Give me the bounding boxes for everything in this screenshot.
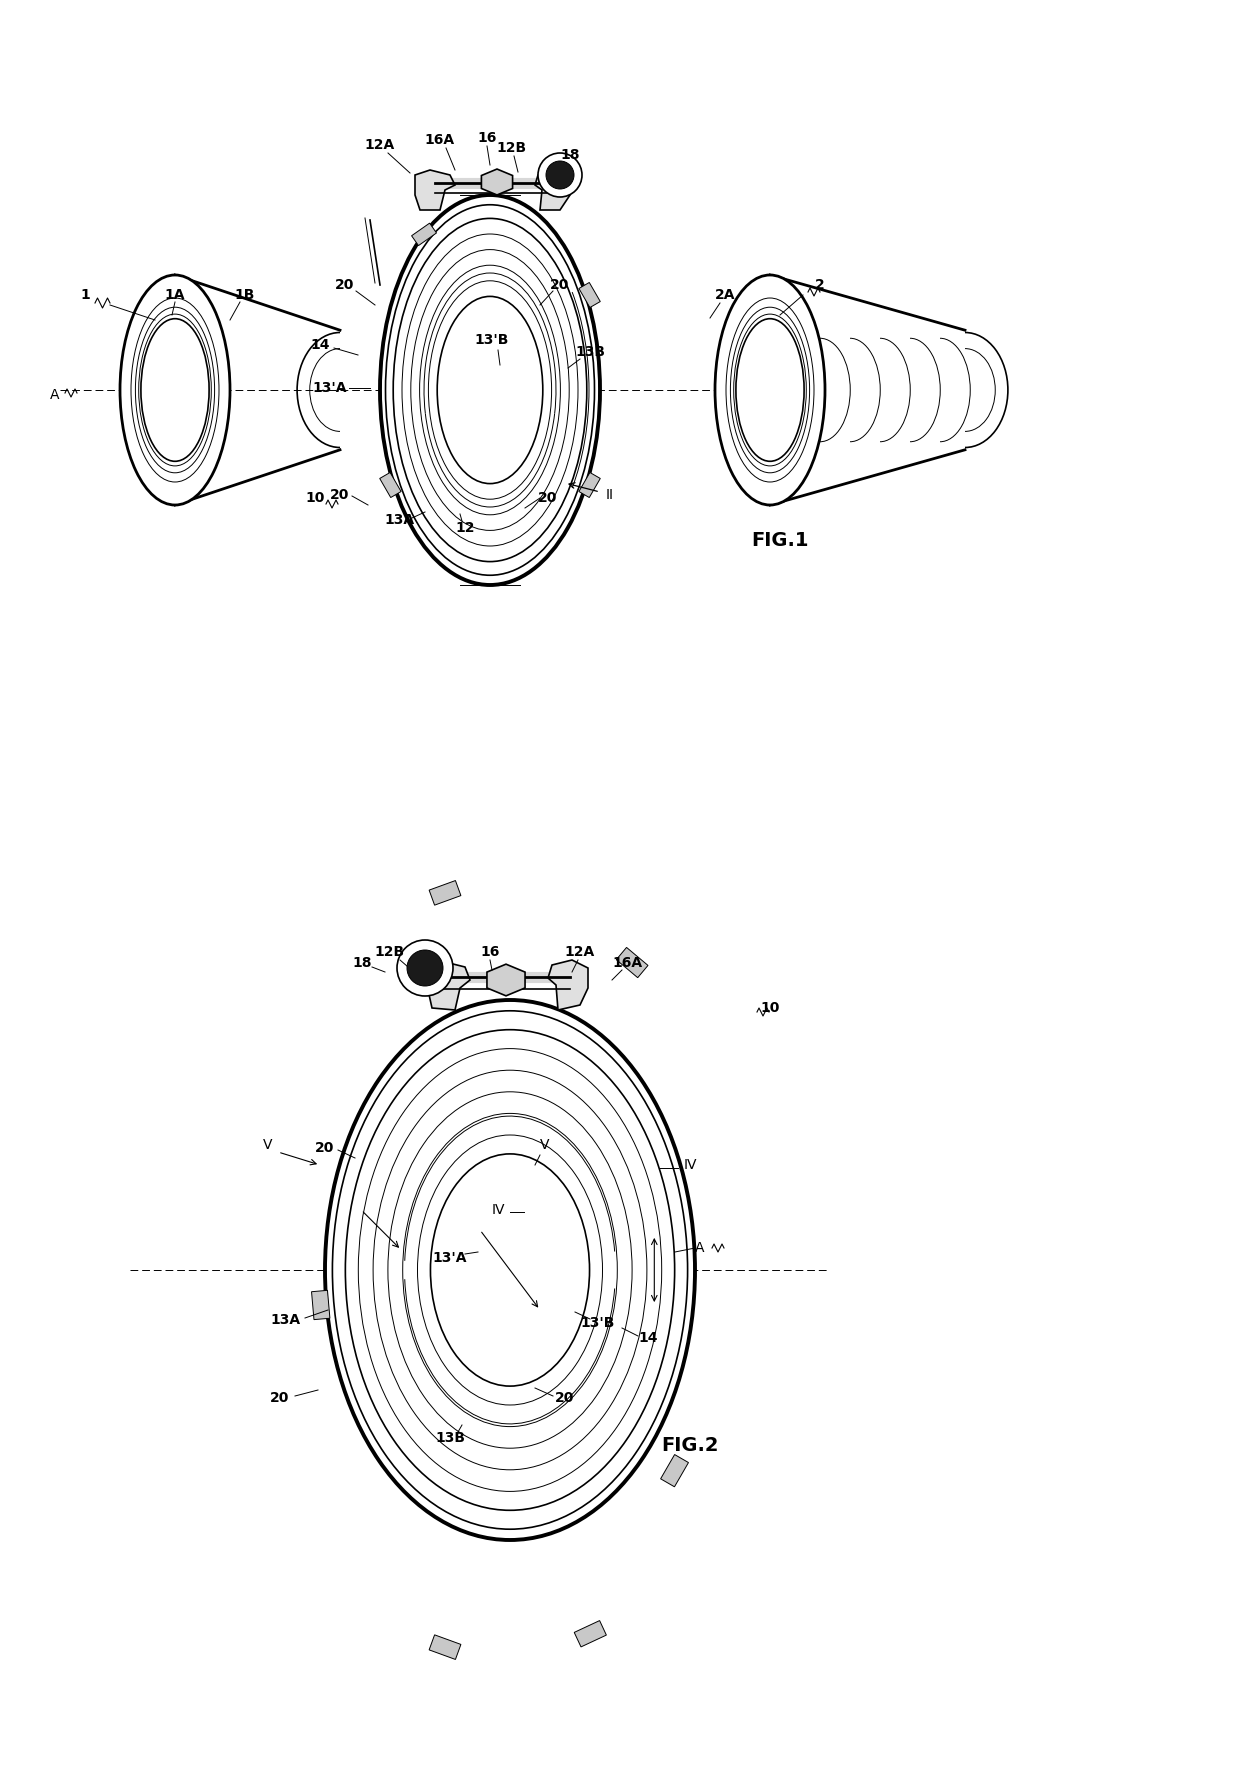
- Text: IV: IV: [683, 1159, 697, 1173]
- Text: FIG.2: FIG.2: [661, 1435, 719, 1454]
- Polygon shape: [548, 961, 588, 1010]
- Text: 13'A: 13'A: [433, 1251, 467, 1265]
- Text: A: A: [696, 1242, 704, 1254]
- Polygon shape: [579, 283, 600, 308]
- Polygon shape: [579, 472, 600, 497]
- Text: 16: 16: [477, 131, 497, 145]
- Ellipse shape: [379, 195, 600, 586]
- Text: 12A: 12A: [565, 945, 595, 959]
- Text: 18: 18: [560, 149, 580, 163]
- Polygon shape: [574, 1620, 606, 1647]
- Text: V: V: [541, 1137, 549, 1152]
- Polygon shape: [428, 962, 470, 1010]
- Text: 13B: 13B: [575, 345, 605, 359]
- Text: V: V: [263, 1137, 273, 1152]
- Polygon shape: [311, 1290, 330, 1320]
- Ellipse shape: [120, 274, 229, 504]
- Text: 16A: 16A: [613, 955, 644, 969]
- Text: 13B: 13B: [435, 1431, 465, 1445]
- Text: 13'B: 13'B: [475, 333, 510, 347]
- Text: A: A: [51, 387, 60, 402]
- Polygon shape: [429, 1635, 461, 1659]
- Text: 13A: 13A: [270, 1313, 300, 1327]
- Polygon shape: [487, 964, 525, 996]
- Circle shape: [546, 161, 574, 189]
- Text: 1A: 1A: [165, 288, 185, 302]
- Text: 12B: 12B: [497, 142, 527, 156]
- Polygon shape: [534, 170, 572, 211]
- Text: FIG.1: FIG.1: [751, 531, 808, 550]
- Text: 20: 20: [335, 278, 355, 292]
- Text: 16: 16: [480, 945, 500, 959]
- Text: 1B: 1B: [234, 288, 255, 302]
- Text: 10: 10: [760, 1001, 780, 1015]
- Text: 13'A: 13'A: [312, 380, 347, 394]
- Ellipse shape: [438, 297, 543, 483]
- Polygon shape: [412, 223, 436, 246]
- Text: 20: 20: [551, 278, 569, 292]
- Polygon shape: [661, 1454, 688, 1486]
- Polygon shape: [429, 881, 461, 906]
- Ellipse shape: [735, 318, 804, 462]
- Polygon shape: [415, 170, 455, 211]
- Text: 1: 1: [81, 288, 89, 302]
- Text: 12B: 12B: [374, 945, 405, 959]
- Text: 18: 18: [352, 955, 372, 969]
- Text: 2: 2: [815, 278, 825, 292]
- Ellipse shape: [325, 999, 694, 1541]
- Text: 2A: 2A: [714, 288, 735, 302]
- Text: 13'B: 13'B: [580, 1316, 615, 1330]
- Circle shape: [397, 939, 453, 996]
- Text: 20: 20: [315, 1141, 335, 1155]
- Text: 13A: 13A: [384, 513, 415, 527]
- Polygon shape: [616, 948, 649, 978]
- Text: 20: 20: [270, 1390, 290, 1405]
- Polygon shape: [481, 170, 512, 195]
- Text: 14: 14: [639, 1330, 657, 1344]
- Text: IV: IV: [491, 1203, 505, 1217]
- Text: II: II: [606, 488, 614, 502]
- Text: 20: 20: [556, 1390, 574, 1405]
- Circle shape: [538, 152, 582, 196]
- Text: 14: 14: [310, 338, 330, 352]
- Text: 20: 20: [538, 492, 558, 504]
- Ellipse shape: [430, 1153, 589, 1387]
- Text: 16A: 16A: [425, 133, 455, 147]
- Text: 10: 10: [305, 492, 325, 504]
- Text: 12A: 12A: [365, 138, 396, 152]
- Polygon shape: [379, 472, 401, 497]
- Circle shape: [407, 950, 443, 985]
- Ellipse shape: [141, 318, 210, 462]
- Text: 12: 12: [455, 522, 475, 534]
- Ellipse shape: [715, 274, 825, 504]
- Text: 20: 20: [330, 488, 350, 502]
